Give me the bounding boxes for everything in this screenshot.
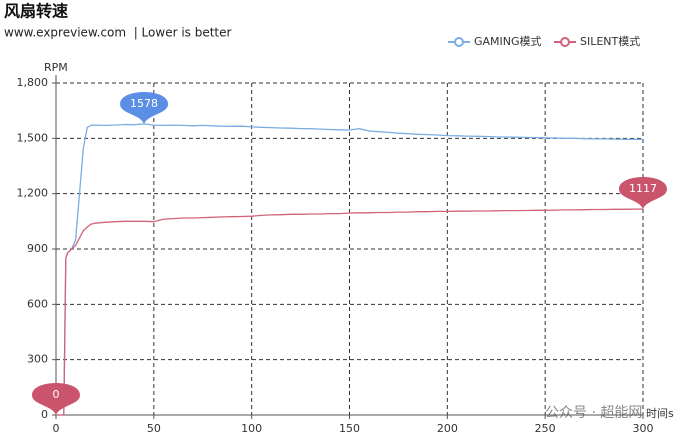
mark-pin [619,176,667,209]
y-axis-label: RPM [44,61,68,74]
x-tick-label: 150 [339,422,360,435]
legend-label[interactable]: SILENT模式 [580,35,640,48]
legend-swatch-dot[interactable] [454,37,464,47]
x-tick-label: 100 [241,422,262,435]
x-tick-label: 200 [437,422,458,435]
legend-label[interactable]: GAMING模式 [474,35,542,48]
chart-title: 风扇转速 [4,2,68,21]
mark-pin [120,91,169,124]
x-tick-label: 50 [147,422,161,435]
series-line [56,208,644,416]
y-tick-label: 1,200 [17,187,49,200]
mark-pin-label: 1578 [130,97,158,110]
y-tick-label: 600 [27,297,48,310]
watermark: 公众号 · 超能网 [545,405,642,421]
y-tick-label: 1,500 [17,131,49,144]
x-tick-label: 250 [535,422,556,435]
y-tick-label: 1,800 [17,76,49,89]
y-tick-label: 900 [27,242,48,255]
y-tick-label: 0 [41,408,48,421]
legend-swatch-dot[interactable] [560,37,570,47]
mark-pin [32,383,80,415]
x-axis-label: 时间s [646,407,674,420]
series-line [56,123,644,416]
mark-pin-label: 1117 [629,182,657,195]
y-tick-label: 300 [27,353,48,366]
chart-subtitle: www.expreview.com | Lower is better [4,26,232,40]
mark-pin-label: 0 [53,388,60,401]
x-tick-label: 0 [53,422,60,435]
x-tick-label: 300 [633,422,654,435]
